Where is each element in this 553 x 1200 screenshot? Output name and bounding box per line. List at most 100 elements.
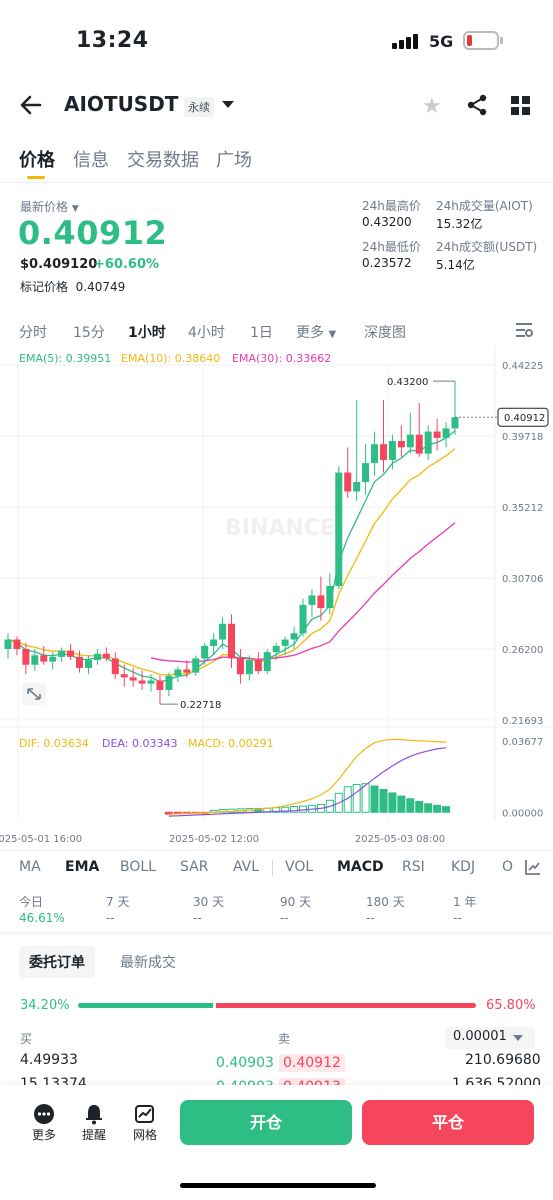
candle-body (58, 650, 66, 657)
chart-divider (0, 850, 553, 851)
symbol-dropdown-icon[interactable] (222, 101, 234, 108)
x-tick-label: 2025-05-01 16:00 (0, 834, 82, 845)
latest-price-label[interactable]: 最新价格 ▼ (20, 200, 79, 214)
perf-1y-value: -- (453, 911, 462, 925)
candle-body (219, 623, 227, 640)
more-icon[interactable] (33, 1103, 55, 1125)
y-tick-label: 0.44225 (502, 361, 543, 372)
indicator-macd[interactable]: MACD (337, 859, 384, 875)
interval-4h[interactable]: 4小时 (188, 325, 225, 341)
candle-body (93, 653, 101, 661)
macd-histogram-bar (406, 798, 415, 813)
candle-body (138, 680, 146, 684)
macd-histogram-bar (379, 788, 388, 813)
candle-body (254, 660, 262, 672)
candle-body (362, 463, 370, 482)
macd-histogram-bar (433, 804, 442, 813)
macd-histogram-bar (334, 792, 343, 813)
layout-grid-icon[interactable] (511, 96, 530, 115)
interval-1d[interactable]: 1日 (250, 325, 273, 341)
volume-base-value: 15.32亿 (436, 217, 483, 231)
interval-1h[interactable]: 1小时 (128, 325, 166, 341)
candle-body (317, 595, 325, 609)
ema10-legend: EMA(10): 0.38640 (121, 352, 220, 365)
indicator-sar[interactable]: SAR (180, 859, 209, 875)
status-time: 13:24 (76, 28, 149, 53)
alert-button[interactable]: 提醒 (81, 1128, 106, 1142)
indicator-ema[interactable]: EMA (65, 859, 100, 875)
tabs-divider (0, 182, 553, 183)
sell-ratio-percent: 65.80% (486, 998, 536, 1013)
indicator-rsi[interactable]: RSI (402, 859, 425, 875)
interval-time-sharing[interactable]: 分时 (19, 325, 47, 341)
contract-type-badge: 永续 (184, 97, 214, 117)
close-position-button[interactable]: 平仓 (362, 1100, 534, 1145)
tab-latest-trades[interactable]: 最新成交 (120, 955, 176, 971)
candle-body (129, 677, 137, 681)
indicator-kdj[interactable]: KDJ (451, 859, 476, 875)
perf-30d-label: 30 天 (193, 895, 225, 909)
perf-30d-value: -- (193, 911, 202, 925)
ask-qty-row1: 210.69680 (465, 1052, 541, 1068)
bell-icon[interactable] (83, 1103, 105, 1125)
precision-dropdown-icon[interactable] (513, 1035, 523, 1041)
macd-value-legend: MACD: 0.00291 (188, 737, 274, 750)
interval-more[interactable]: 更多 ▼ (296, 325, 337, 341)
candle-body (281, 639, 289, 646)
candle-body (388, 441, 396, 460)
tab-trading-data[interactable]: 交易数据 (127, 150, 199, 171)
candle-body (272, 645, 280, 653)
macd-histogram-bar (325, 799, 334, 813)
candle-body (76, 656, 84, 668)
macd-histogram-bar (370, 785, 379, 813)
macd-dif-line (168, 738, 447, 815)
tab-info[interactable]: 信息 (73, 150, 109, 171)
macd-histogram-bar (343, 786, 352, 813)
candle-body (344, 472, 352, 492)
candle-body (84, 660, 92, 668)
grid-button[interactable]: 网格 (132, 1128, 157, 1142)
indicator-settings-icon[interactable] (524, 858, 542, 876)
indicator-ma[interactable]: MA (19, 859, 41, 875)
interval-15m[interactable]: 15分 (73, 325, 105, 341)
macd-histogram-bar (290, 805, 299, 813)
bid-price-row1: 0.40903 (216, 1055, 274, 1071)
candle-body (22, 648, 30, 665)
kline-chart[interactable]: BINANCE EMA(5): 0.39951 EMA(10): 0.38640… (0, 345, 553, 850)
indicator-boll[interactable]: BOLL (120, 859, 156, 875)
precision-select[interactable]: 0.00001 (445, 1027, 535, 1049)
back-arrow-icon[interactable] (18, 92, 44, 118)
fullscreen-icon[interactable] (22, 683, 46, 705)
change-percent: +60.60% (94, 257, 160, 272)
tab-order-book[interactable]: 委托订单 (19, 946, 95, 978)
favorite-star-icon[interactable]: ★ (422, 94, 442, 119)
symbol-title[interactable]: AIOTUSDT (64, 92, 179, 116)
perf-1y-label: 1 年 (453, 895, 477, 909)
open-position-button[interactable]: 开仓 (180, 1100, 352, 1145)
last-price-box (497, 407, 549, 427)
mark-price-row: 标记价格 0.40749 (20, 280, 126, 294)
share-icon[interactable] (466, 94, 488, 116)
more-button[interactable]: 更多 (31, 1128, 56, 1142)
candle-body (165, 675, 173, 690)
depth-chart-tab[interactable]: 深度图 (364, 325, 406, 341)
tab-price[interactable]: 价格 (19, 150, 55, 171)
ema5-legend: EMA(5): 0.39951 (19, 352, 111, 365)
candle-body (210, 639, 218, 646)
macd-y-tick: 0.03677 (502, 737, 543, 748)
macd-histogram-bar (424, 803, 433, 813)
chart-settings-icon[interactable] (515, 322, 533, 338)
indicator-more[interactable]: O (502, 859, 514, 875)
candle-body (299, 604, 307, 634)
bid-qty-row1: 4.49933 (20, 1052, 78, 1068)
low-24h-value: 0.23572 (362, 256, 412, 270)
candle-body (120, 674, 128, 678)
x-tick-label: 2025-05-03 08:00 (355, 834, 445, 845)
indicator-avl[interactable]: AVL (233, 859, 260, 875)
candle-body (290, 633, 298, 640)
grid-trading-icon[interactable] (134, 1103, 156, 1125)
indicator-vol[interactable]: VOL (285, 859, 314, 875)
dea-legend: DEA: 0.03343 (102, 737, 177, 750)
tab-square[interactable]: 广场 (216, 150, 252, 171)
candle-body (13, 639, 21, 649)
